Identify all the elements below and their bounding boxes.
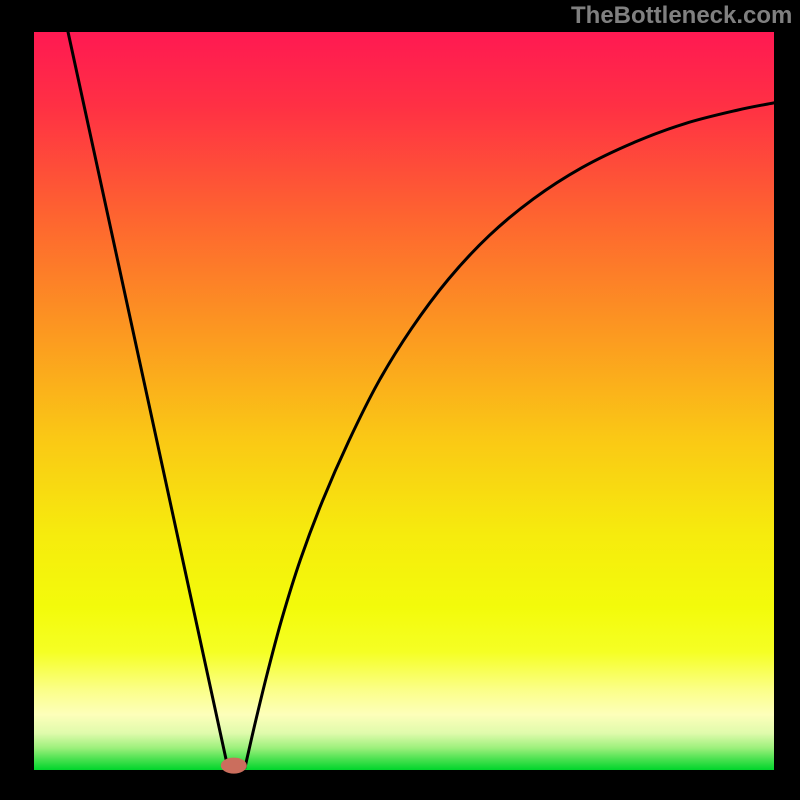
bottleneck-chart — [0, 0, 800, 800]
gradient-plot-area — [34, 32, 774, 770]
optimal-point-marker — [221, 758, 247, 774]
watermark-text: TheBottleneck.com — [571, 2, 792, 30]
